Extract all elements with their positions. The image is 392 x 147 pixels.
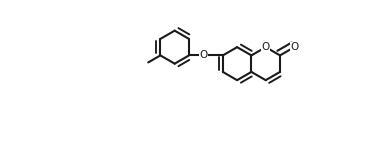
Text: O: O (200, 50, 208, 60)
Text: O: O (290, 42, 298, 52)
Text: O: O (261, 42, 270, 52)
